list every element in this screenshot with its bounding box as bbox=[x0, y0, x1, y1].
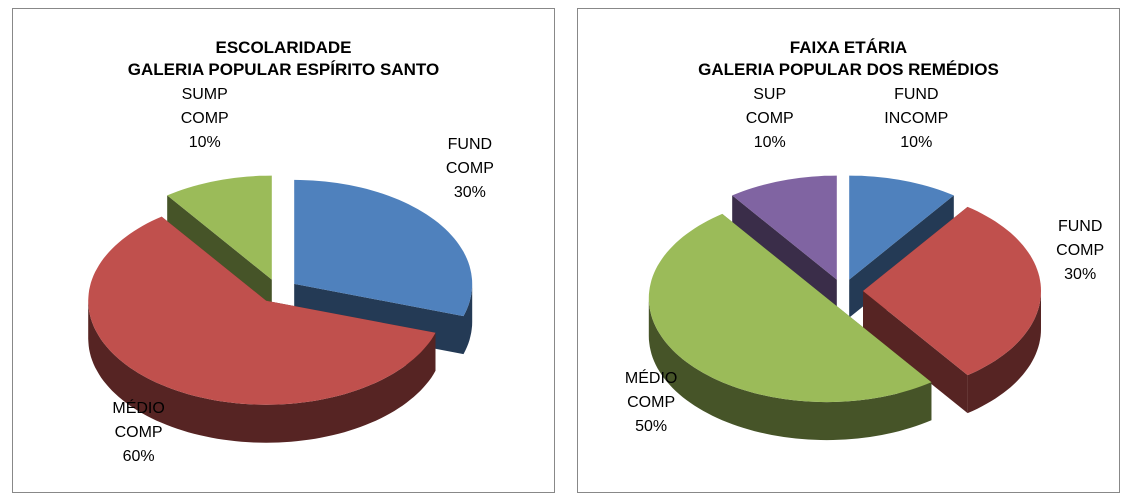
slice bbox=[648, 213, 932, 403]
slice-category: FUND COMP bbox=[1056, 218, 1105, 259]
slice-category: FUND COMP bbox=[445, 136, 494, 178]
slice-wall bbox=[463, 283, 473, 355]
slice-value: 10% bbox=[188, 133, 221, 151]
slice-value: 50% bbox=[635, 417, 668, 435]
slice bbox=[88, 216, 436, 405]
chart-panel: ESCOLARIDADE GALERIA POPULAR ESPÍRITO SA… bbox=[12, 8, 555, 493]
slice-wall bbox=[88, 300, 436, 443]
slice-label: FUND COMP 30% bbox=[1043, 215, 1117, 287]
chart-title: ESCOLARIDADE bbox=[215, 38, 352, 57]
slice bbox=[294, 179, 473, 317]
slice-value: 10% bbox=[753, 133, 786, 151]
chart-subtitle: GALERIA POPULAR DOS REMÉDIOS bbox=[698, 60, 999, 79]
slice-category: MÉDIO COMP bbox=[624, 369, 678, 411]
slice-label: FUND COMP 30% bbox=[433, 133, 507, 205]
slice-category: MÉDIO COMP bbox=[112, 400, 165, 442]
chart-panel: FAIXA ETÁRIA GALERIA POPULAR DOS REMÉDIO… bbox=[577, 8, 1120, 493]
chart-subtitle: GALERIA POPULAR ESPÍRITO SANTO bbox=[127, 60, 440, 79]
slice-label: MÉDIO COMP 50% bbox=[614, 367, 688, 439]
slice bbox=[732, 175, 837, 280]
slice-label: MÉDIO COMP 60% bbox=[102, 397, 176, 469]
chart bbox=[648, 175, 1041, 441]
slice-wall bbox=[967, 291, 1041, 414]
slice-wall bbox=[648, 298, 932, 441]
slice-category: SUMP COMP bbox=[180, 85, 229, 127]
slice-value: 60% bbox=[122, 448, 155, 466]
slice-category: FUND INCOMP bbox=[884, 85, 949, 127]
slice-label: SUMP COMP 10% bbox=[168, 83, 242, 155]
chart bbox=[88, 175, 473, 443]
slice-value: 30% bbox=[453, 184, 486, 202]
slice-value: 10% bbox=[900, 133, 933, 151]
slice bbox=[167, 175, 272, 280]
slice-label: SUP COMP 10% bbox=[733, 83, 807, 155]
slice bbox=[863, 206, 1041, 376]
slice-category: SUP COMP bbox=[745, 85, 794, 127]
slice-side bbox=[863, 291, 968, 414]
slice bbox=[849, 175, 954, 280]
slice-label: FUND INCOMP 10% bbox=[879, 83, 953, 155]
slice-value: 30% bbox=[1064, 266, 1097, 283]
chart-title: FAIXA ETÁRIA bbox=[789, 38, 908, 57]
chart-title-block: ESCOLARIDADE GALERIA POPULAR ESPÍRITO SA… bbox=[13, 37, 554, 81]
chart-title-block: FAIXA ETÁRIA GALERIA POPULAR DOS REMÉDIO… bbox=[578, 37, 1119, 81]
